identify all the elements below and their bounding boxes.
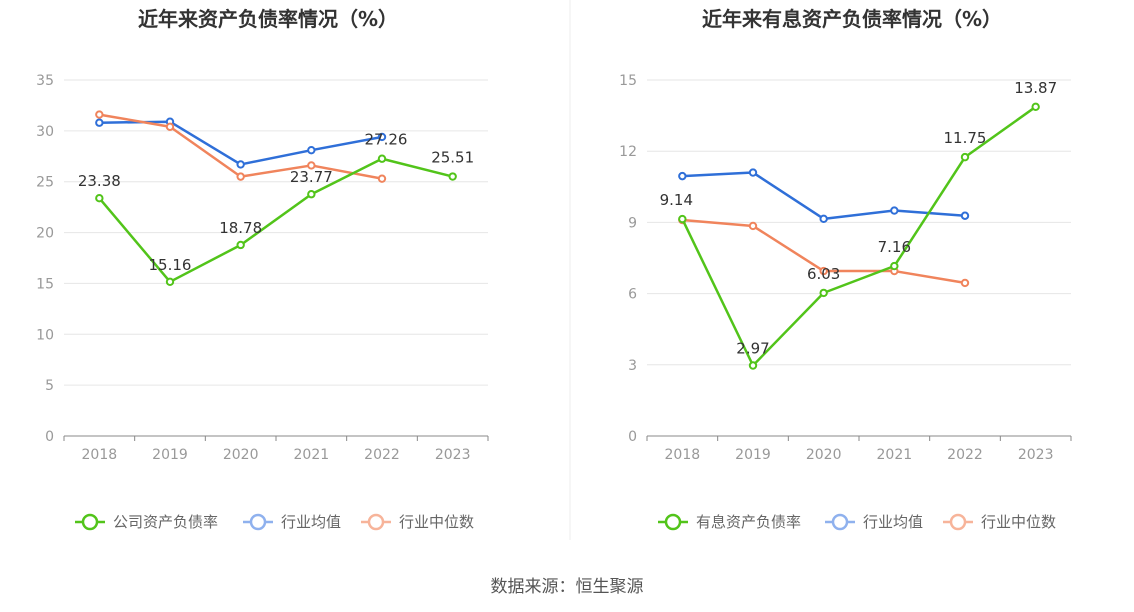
legend-marker bbox=[949, 513, 967, 531]
y-tick-label: 10 bbox=[36, 327, 54, 343]
series-line-0 bbox=[681, 105, 1037, 367]
data-point bbox=[890, 261, 899, 271]
data-point bbox=[960, 152, 970, 162]
legend-label: 有息资产负债率 bbox=[696, 513, 801, 531]
data-point bbox=[307, 190, 316, 199]
x-tick-label: 2020 bbox=[223, 447, 259, 463]
data-point bbox=[748, 168, 758, 177]
data-source-note: 数据来源：恒生聚源 bbox=[491, 577, 644, 597]
data-label: 11.75 bbox=[944, 129, 987, 147]
x-tick-label: 2018 bbox=[82, 447, 118, 463]
data-label: 2.97 bbox=[736, 340, 769, 358]
data-point bbox=[95, 118, 104, 127]
legend-label: 行业中位数 bbox=[399, 513, 474, 531]
data-label: 13.87 bbox=[1014, 79, 1057, 97]
data-point bbox=[236, 240, 245, 250]
data-point bbox=[377, 154, 387, 163]
y-tick-label: 6 bbox=[628, 287, 637, 303]
series-line-0 bbox=[98, 157, 453, 284]
y-tick-label: 25 bbox=[36, 175, 54, 191]
data-label: 25.51 bbox=[431, 149, 474, 167]
chart-title: 近年来有息资产负债率情况（%） bbox=[702, 7, 1002, 31]
legend-marker bbox=[664, 513, 682, 531]
legend-label: 行业均值 bbox=[863, 513, 923, 531]
data-point bbox=[307, 161, 316, 170]
data-point bbox=[1031, 102, 1040, 112]
x-tick-label: 2019 bbox=[152, 447, 188, 463]
x-tick-label: 2023 bbox=[435, 447, 471, 463]
data-point bbox=[165, 277, 175, 287]
y-tick-label: 20 bbox=[36, 226, 54, 242]
x-tick-label: 2023 bbox=[1018, 447, 1054, 463]
data-label: 9.14 bbox=[660, 191, 693, 209]
series-line-2 bbox=[99, 113, 383, 180]
data-point bbox=[819, 288, 828, 298]
series-line-1 bbox=[682, 171, 966, 221]
data-point bbox=[748, 221, 758, 231]
x-tick-label: 2022 bbox=[947, 447, 983, 463]
x-tick-label: 2020 bbox=[806, 447, 842, 463]
x-tick-label: 2019 bbox=[735, 447, 771, 463]
y-tick-label: 15 bbox=[36, 276, 54, 292]
data-point bbox=[678, 171, 687, 181]
x-tick-label: 2022 bbox=[364, 447, 400, 463]
legend-marker bbox=[831, 513, 849, 531]
data-point bbox=[95, 193, 104, 203]
data-point bbox=[165, 122, 175, 131]
data-label: 23.38 bbox=[78, 172, 121, 190]
x-tick-label: 2018 bbox=[665, 447, 701, 463]
y-tick-label: 30 bbox=[36, 124, 54, 140]
data-point bbox=[377, 174, 387, 183]
y-tick-label: 15 bbox=[619, 73, 637, 89]
data-point bbox=[236, 160, 245, 169]
y-tick-label: 0 bbox=[628, 429, 637, 445]
series-line-1 bbox=[99, 120, 383, 166]
data-point bbox=[960, 278, 970, 288]
data-label: 15.16 bbox=[149, 256, 192, 274]
legend-label: 行业均值 bbox=[281, 513, 341, 531]
data-label: 6.03 bbox=[807, 265, 840, 283]
legend-marker bbox=[249, 513, 267, 531]
y-tick-label: 0 bbox=[45, 429, 54, 445]
data-label: 7.16 bbox=[878, 238, 911, 256]
chart-title: 近年来资产负债率情况（%） bbox=[138, 7, 398, 31]
data-label: 23.77 bbox=[290, 168, 333, 186]
data-label: 27.26 bbox=[365, 131, 408, 149]
data-point bbox=[960, 211, 970, 220]
data-point bbox=[678, 214, 687, 224]
data-point bbox=[95, 110, 104, 119]
data-point bbox=[307, 145, 316, 155]
x-tick-label: 2021 bbox=[294, 447, 330, 463]
y-tick-label: 9 bbox=[628, 215, 637, 231]
y-tick-label: 3 bbox=[628, 358, 637, 374]
data-point bbox=[377, 132, 387, 142]
x-tick-label: 2021 bbox=[877, 447, 913, 463]
data-point bbox=[890, 206, 899, 215]
y-tick-label: 35 bbox=[36, 73, 54, 89]
data-point bbox=[819, 266, 828, 276]
legend-label: 公司资产负债率 bbox=[113, 513, 218, 531]
legend-marker bbox=[81, 513, 99, 531]
data-point bbox=[448, 172, 457, 181]
legend-marker bbox=[367, 513, 385, 531]
y-tick-label: 5 bbox=[45, 378, 54, 394]
chart-panel-interest-debt-ratio: 近年来有息资产负债率情况（%） 0 3 6 9 12 15 2018 2019 2020 2021 2… bbox=[619, 7, 1072, 531]
data-point bbox=[236, 172, 245, 181]
data-label: 18.78 bbox=[219, 219, 262, 237]
data-point bbox=[748, 361, 758, 370]
chart-panel-debt-ratio: 近年来资产负债率情况（%） 0 5 10 15 20 25 30 35 2018 2019 2020 2… bbox=[36, 7, 489, 531]
data-point bbox=[819, 214, 828, 224]
y-tick-label: 12 bbox=[619, 144, 637, 160]
legend-label: 行业中位数 bbox=[981, 513, 1056, 531]
